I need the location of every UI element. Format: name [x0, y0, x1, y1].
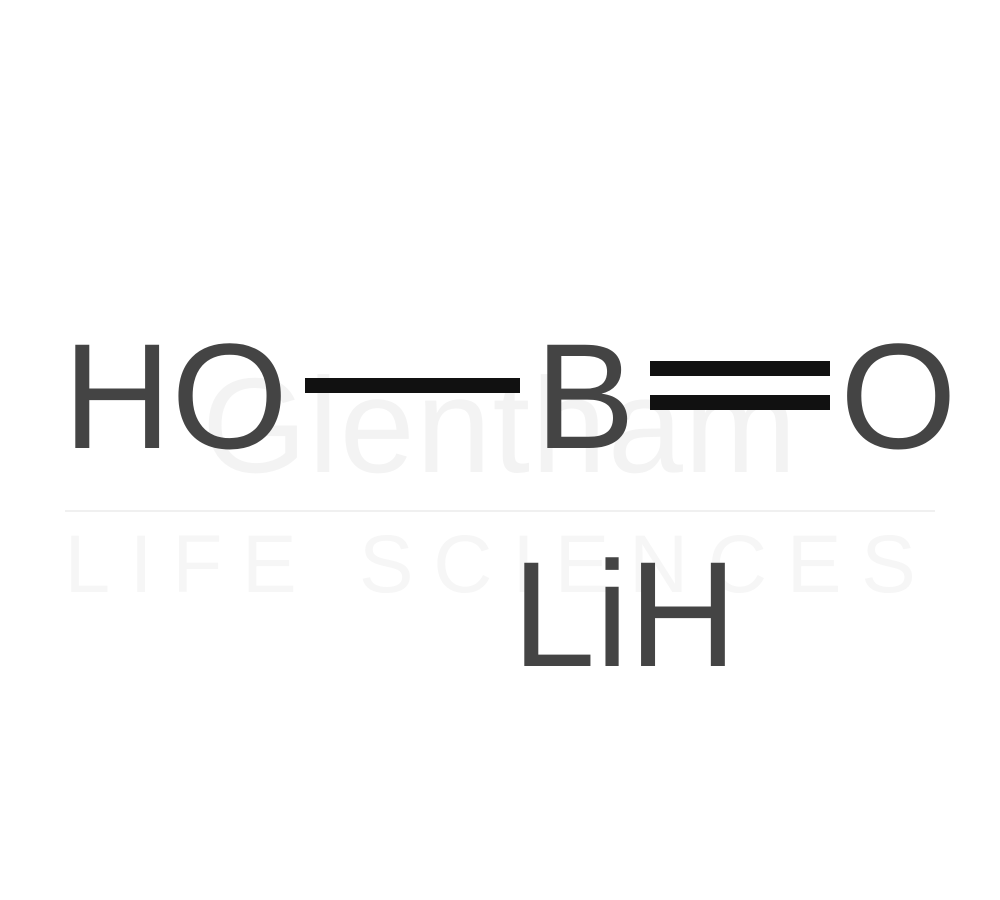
counterion-lih: LiH: [512, 528, 737, 701]
double-bond-top: [650, 361, 830, 376]
atom-label-o: O: [840, 310, 957, 483]
double-bond-bottom: [650, 395, 830, 410]
atom-label-ho: HO: [63, 310, 288, 483]
atom-label-b: B: [535, 310, 635, 483]
single-bond: [305, 378, 520, 393]
watermark-subtitle: LIFE SCIENCES: [64, 518, 935, 612]
watermark-divider: [65, 510, 935, 512]
